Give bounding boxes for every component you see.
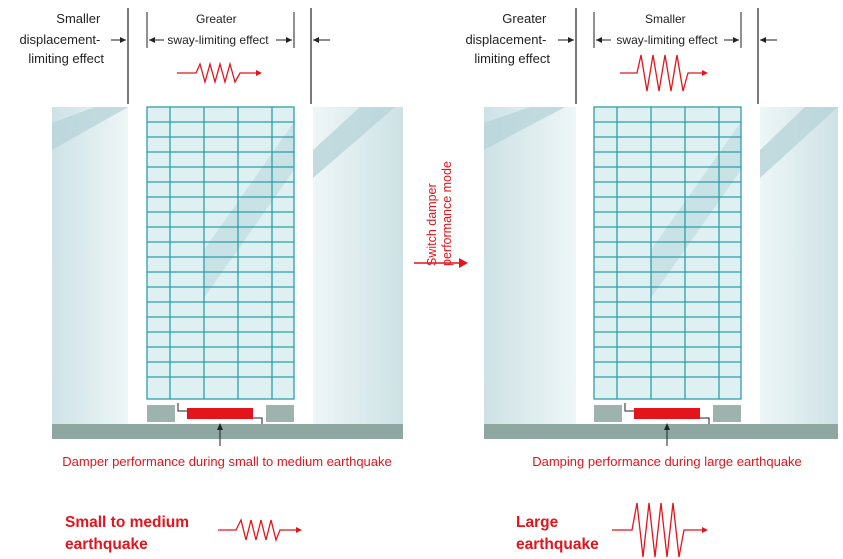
switch-mode-label: Switch damper performance mode <box>425 161 454 266</box>
right-neighbor-building-left <box>484 107 576 425</box>
right-main-building <box>593 106 742 400</box>
right-damper-bracket-right <box>699 417 710 424</box>
right-panel: Greater displacement- limiting effect Sm… <box>465 8 838 558</box>
left-main-building <box>146 106 295 400</box>
left-quake-wave-icon <box>218 518 302 543</box>
right-sway-arrow-left-icon <box>596 37 611 43</box>
left-neighbor-building-left <box>52 107 128 425</box>
left-damper <box>187 408 253 419</box>
left-quake-label: Small to medium earthquake <box>65 514 193 553</box>
switch-mode-indicator: Switch damper performance mode <box>414 161 468 268</box>
right-base-block-right <box>713 405 741 422</box>
left-base-block-left <box>147 405 175 422</box>
right-ground <box>484 424 838 439</box>
left-outer-arrow-icon <box>313 37 330 43</box>
right-base-block-left <box>594 405 622 422</box>
left-building-grid <box>146 106 295 400</box>
right-caption: Damping performance during large earthqu… <box>532 454 802 469</box>
left-displacement-arrow-icon <box>111 37 126 43</box>
switch-arrow-icon <box>414 258 468 268</box>
right-top-center-label: Smaller sway-limiting effect <box>616 12 718 47</box>
right-displacement-arrow-icon <box>558 37 574 43</box>
left-base-block-right <box>266 405 294 422</box>
left-caption: Damper performance during small to mediu… <box>62 454 392 469</box>
left-sway-arrow-left-icon <box>149 37 164 43</box>
right-building-grid <box>593 106 742 400</box>
right-damper-bracket <box>624 403 635 412</box>
left-damper-bracket-right <box>252 417 263 424</box>
left-sway-wave-icon <box>177 61 262 85</box>
left-top-left-label: Smaller displacement- limiting effect <box>19 11 104 66</box>
right-outer-arrow-icon <box>760 37 777 43</box>
left-neighbor-building-right <box>313 107 403 425</box>
left-sway-arrow-right-icon <box>276 37 292 43</box>
right-neighbor-building-right <box>760 107 838 425</box>
left-damper-bracket <box>177 403 188 412</box>
left-panel: Smaller displacement- limiting effect Gr… <box>19 8 403 553</box>
left-ground <box>52 424 403 439</box>
right-damper-up-arrow-icon <box>664 423 670 446</box>
right-quake-label: Large earthquake <box>516 514 599 553</box>
left-damper-up-arrow-icon <box>217 423 223 446</box>
right-sway-arrow-right-icon <box>724 37 739 43</box>
right-top-left-label: Greater displacement- limiting effect <box>465 11 550 66</box>
left-top-center-label: Greater sway-limiting effect <box>167 12 269 47</box>
right-damper <box>634 408 700 419</box>
right-quake-wave-icon <box>612 502 708 558</box>
right-sway-wave-icon <box>620 54 708 92</box>
